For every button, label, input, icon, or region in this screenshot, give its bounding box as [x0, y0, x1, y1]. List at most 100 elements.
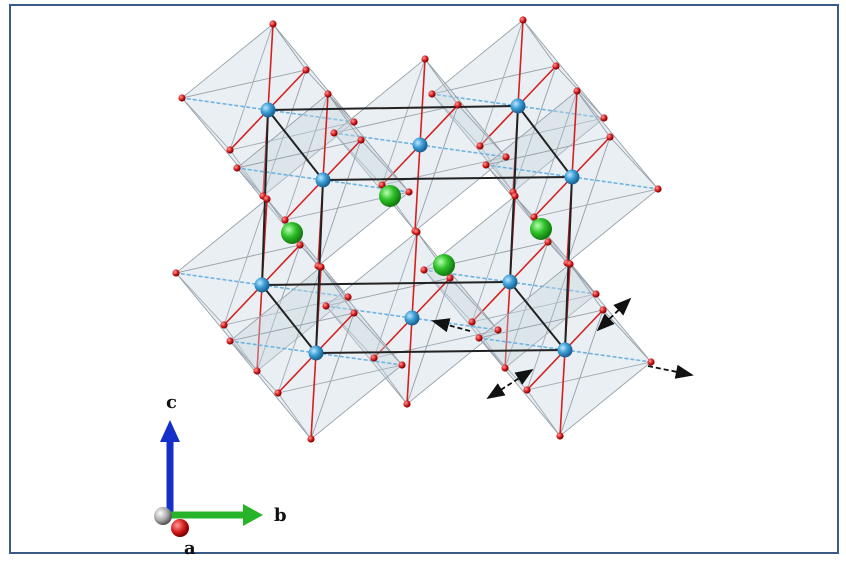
b-site-atom — [564, 169, 580, 185]
oxygen-atom — [281, 216, 289, 224]
axis-indicator: c b a — [154, 392, 287, 559]
oxygen-atom — [600, 114, 608, 122]
oxygen-atom — [566, 260, 574, 268]
b-site-atom — [254, 277, 270, 293]
bond — [229, 340, 317, 354]
bond — [315, 312, 355, 354]
oxygen-atom — [519, 16, 527, 24]
oxygen-atom — [654, 185, 662, 193]
oxygen-atom — [556, 432, 564, 440]
oxygen-atom — [296, 241, 304, 249]
bond — [504, 281, 511, 369]
bond — [310, 352, 317, 440]
bond — [325, 305, 413, 319]
a-site-atom — [530, 218, 552, 240]
b-site-atom — [404, 310, 420, 326]
bond — [509, 281, 597, 295]
bond — [406, 317, 413, 405]
oxygen-atom — [454, 101, 462, 109]
bond — [471, 281, 511, 323]
oxygen-atom — [350, 309, 358, 317]
a-site-atom — [281, 222, 303, 244]
b-site-atom — [315, 172, 331, 188]
oxygen-atom — [178, 94, 186, 102]
oxygen-atom — [552, 62, 560, 70]
oxygen-atom — [253, 367, 261, 375]
bond — [236, 167, 324, 181]
bond — [414, 144, 421, 232]
bond — [509, 241, 549, 283]
bond — [181, 97, 269, 111]
oxygen-atom — [317, 263, 325, 271]
bond — [175, 272, 263, 286]
bond — [571, 136, 611, 178]
atoms — [172, 16, 662, 443]
bond — [223, 284, 263, 326]
oxygen-atom — [226, 337, 234, 345]
bond — [571, 176, 659, 190]
bond — [267, 23, 274, 111]
bond — [419, 58, 426, 146]
bond — [229, 109, 269, 151]
oxygen-atom — [420, 266, 428, 274]
oxygen-atom — [226, 146, 234, 154]
bond — [419, 104, 459, 146]
oxygen-atom — [502, 153, 510, 161]
oxygen-atom — [330, 129, 338, 137]
oxygen-atom — [446, 274, 454, 282]
bond — [485, 164, 573, 178]
oxygen-atom — [324, 90, 332, 98]
oxygen-atom — [475, 334, 483, 342]
oxygen-atom — [263, 195, 271, 203]
b-site-atom — [308, 345, 324, 361]
bond — [315, 352, 403, 366]
oxygen-atom — [357, 136, 365, 144]
bond — [411, 277, 451, 319]
bond — [267, 109, 355, 123]
bond — [322, 139, 362, 181]
bond — [267, 69, 307, 111]
b-site-atom — [502, 274, 518, 290]
bond — [411, 317, 499, 331]
bond — [559, 349, 566, 437]
oxygen-atom — [403, 400, 411, 408]
oxygen-atom — [233, 164, 241, 172]
bond — [564, 349, 652, 363]
oxygen-atom — [344, 293, 352, 301]
bond — [261, 244, 301, 286]
oxygen-atom — [494, 326, 502, 334]
oxygen-atom — [302, 66, 310, 74]
oxygen-atom — [405, 188, 413, 196]
bond — [333, 132, 421, 146]
oxygen-atom — [530, 213, 538, 221]
oxygen-atom — [523, 386, 531, 394]
axis-label-b: b — [274, 505, 287, 526]
bond — [517, 65, 557, 107]
displacement-arrows — [431, 297, 694, 399]
bond — [277, 352, 317, 394]
oxygen-atom — [573, 87, 581, 95]
oxygen-atom — [413, 228, 421, 236]
bond — [261, 284, 349, 298]
b-site-atom — [510, 98, 526, 114]
axis-label-a: a — [184, 538, 196, 559]
oxygen-atom — [220, 321, 228, 329]
oxygen-atom — [647, 358, 655, 366]
oxygen-atom — [592, 290, 600, 298]
bond — [517, 105, 605, 119]
oxygen-atom — [274, 389, 282, 397]
oxygen-atom — [606, 133, 614, 141]
bond — [479, 105, 519, 147]
bond — [571, 90, 578, 178]
oxygen-atom — [476, 142, 484, 150]
b-site-atom — [260, 102, 276, 118]
bond — [431, 93, 519, 107]
oxygen-atom — [482, 161, 490, 169]
oxygen-atom — [398, 361, 406, 369]
bond — [411, 231, 418, 319]
oxygen-atom — [511, 192, 519, 200]
oxygen-atom — [378, 181, 386, 189]
bond — [564, 309, 604, 351]
oxygen-atom — [599, 306, 607, 314]
